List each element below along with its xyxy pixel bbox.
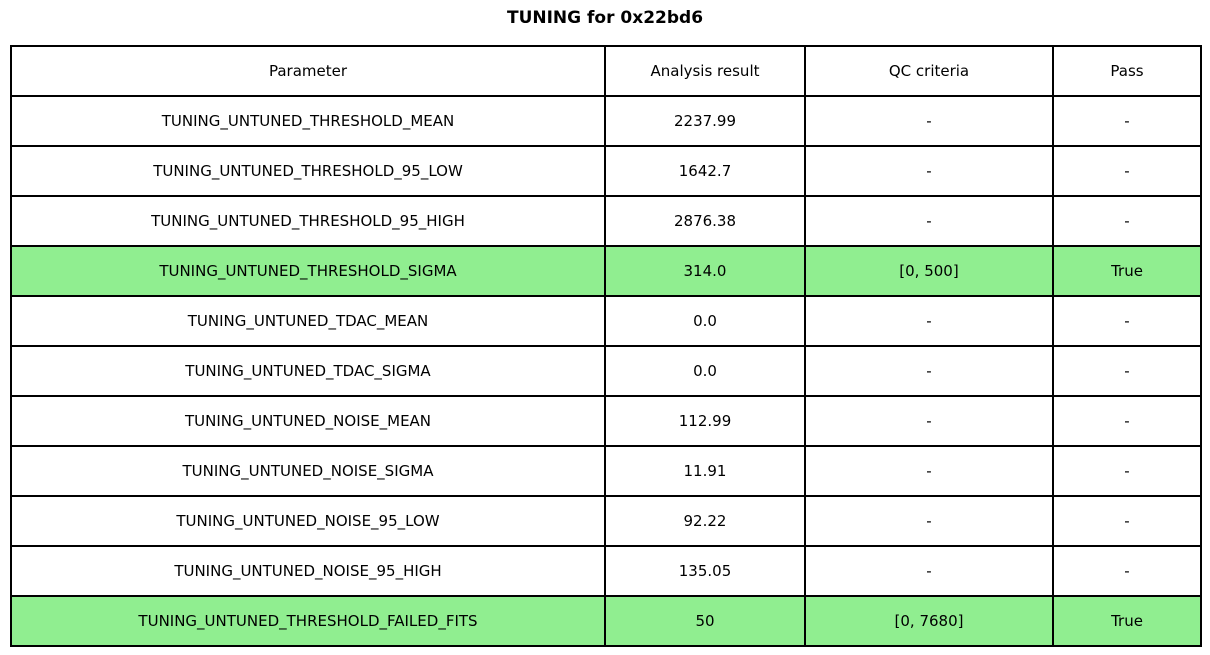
table-row: TUNING_UNTUNED_THRESHOLD_SIGMA 314.0 [0, 5… [10,245,1202,297]
page-title: TUNING for 0x22bd6 [506,8,704,28]
qc-criteria-cell: - [804,195,1054,247]
table-row: TUNING_UNTUNED_TDAC_MEAN 0.0- - [10,295,1202,347]
table-header-row: Parameter Analysis result QC criteria Pa… [10,45,1202,97]
parameter-cell: TUNING_UNTUNED_THRESHOLD_SIGMA [10,245,606,297]
table-row: TUNING_UNTUNED_TDAC_SIGMA 0.0- - [10,345,1202,397]
table-row: TUNING_UNTUNED_NOISE_SIGMA 11.91- - [10,445,1202,497]
column-header-qc-criteria: QC criteria [804,45,1054,97]
table-row: TUNING_UNTUNED_THRESHOLD_MEAN 2237.99- - [10,95,1202,147]
pass-cell: - [1052,145,1202,197]
qc-criteria-cell: - [804,295,1054,347]
pass-cell: - [1052,345,1202,397]
pass-cell: - [1052,445,1202,497]
analysis-result-cell: 50 [604,595,806,647]
qc-criteria-cell: - [804,345,1054,397]
analysis-result-cell: 11.91 [604,445,806,497]
pass-cell: True [1052,245,1202,297]
qc-criteria-cell: - [804,495,1054,547]
analysis-result-cell: 1642.7 [604,145,806,197]
column-header-pass: Pass [1052,45,1202,97]
qc-criteria-cell: [0, 500] [804,245,1054,297]
pass-cell: - [1052,395,1202,447]
parameter-cell: TUNING_UNTUNED_THRESHOLD_95_LOW [10,145,606,197]
analysis-result-cell: 314.0 [604,245,806,297]
analysis-result-cell: 92.22 [604,495,806,547]
analysis-result-cell: 2876.38 [604,195,806,247]
analysis-result-cell: 135.05 [604,545,806,597]
pass-cell: - [1052,545,1202,597]
parameter-cell: TUNING_UNTUNED_TDAC_MEAN [10,295,606,347]
table-row: TUNING_UNTUNED_NOISE_95_LOW 92.22- - [10,495,1202,547]
table-row: TUNING_UNTUNED_NOISE_MEAN 112.99- - [10,395,1202,447]
parameter-cell: TUNING_UNTUNED_THRESHOLD_FAILED_FITS [10,595,606,647]
pass-cell: True [1052,595,1202,647]
qc-criteria-cell: - [804,395,1054,447]
qc-criteria-cell: - [804,445,1054,497]
table-row: TUNING_UNTUNED_THRESHOLD_95_HIGH 2876.38-… [10,195,1202,247]
column-header-analysis-result: Analysis result [604,45,806,97]
qc-criteria-cell: [0, 7680] [804,595,1054,647]
table-row: TUNING_UNTUNED_NOISE_95_HIGH 135.05- - [10,545,1202,597]
parameter-cell: TUNING_UNTUNED_THRESHOLD_95_HIGH [10,195,606,247]
table-row: TUNING_UNTUNED_THRESHOLD_FAILED_FITS 50 [0… [10,595,1202,647]
parameter-cell: TUNING_UNTUNED_NOISE_MEAN [10,395,606,447]
qc-criteria-cell: - [804,95,1054,147]
table-row: TUNING_UNTUNED_THRESHOLD_95_LOW 1642.7- - [10,145,1202,197]
parameter-cell: TUNING_UNTUNED_THRESHOLD_MEAN [10,95,606,147]
pass-cell: - [1052,295,1202,347]
analysis-result-cell: 2237.99 [604,95,806,147]
parameter-cell: TUNING_UNTUNED_NOISE_95_HIGH [10,545,606,597]
analysis-result-cell: 112.99 [604,395,806,447]
qc-criteria-cell: - [804,545,1054,597]
analysis-result-cell: 0.0 [604,295,806,347]
parameter-cell: TUNING_UNTUNED_TDAC_SIGMA [10,345,606,397]
pass-cell: - [1052,95,1202,147]
qc-criteria-cell: - [804,145,1054,197]
parameter-cell: TUNING_UNTUNED_NOISE_SIGMA [10,445,606,497]
parameter-cell: TUNING_UNTUNED_NOISE_95_LOW [10,495,606,547]
qc-results-table: Parameter Analysis result QC criteria Pa… [10,45,1202,647]
pass-cell: - [1052,495,1202,547]
pass-cell: - [1052,195,1202,247]
column-header-parameter: Parameter [10,45,606,97]
analysis-result-cell: 0.0 [604,345,806,397]
